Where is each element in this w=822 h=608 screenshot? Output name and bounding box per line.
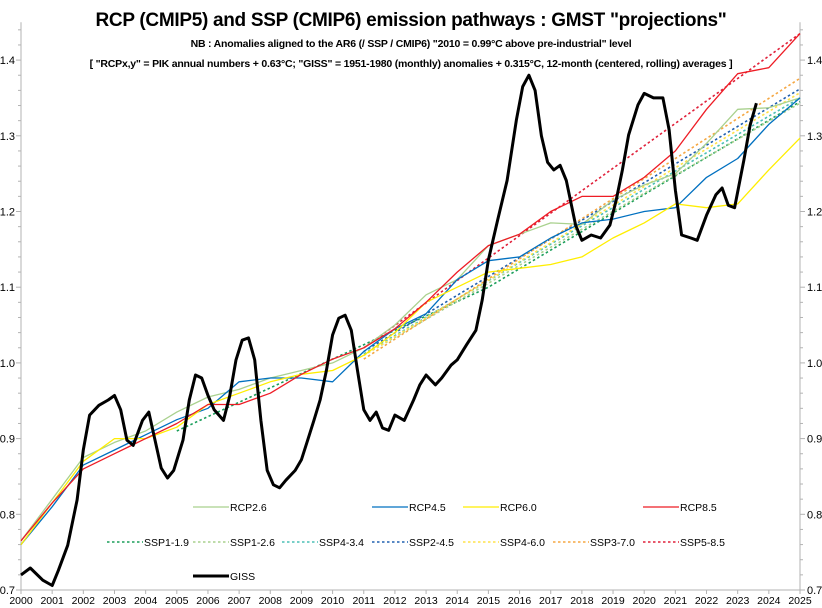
y-tick-label-right: 0.9 [807, 434, 822, 446]
chart-note: [ "RCPx,y" = PIK annual numbers + 0.63°C… [89, 58, 733, 70]
x-tick-label: 2001 [40, 595, 64, 607]
legend-label-ssp1-2-6: SSP1-2.6 [230, 537, 275, 549]
y-tick-label-left: 0.9 [0, 434, 15, 446]
x-tick-label: 2011 [352, 595, 375, 607]
series-line-ssp3-7-0 [363, 77, 801, 360]
chart-title: RCP (CMIP5) and SSP (CMIP6) emission pat… [95, 10, 727, 31]
y-tick-label-right: 1.0 [807, 358, 822, 370]
series-line-giss [20, 73, 758, 587]
x-tick-label: 2010 [321, 595, 345, 607]
legend-label-ssp4-3-4: SSP4-3.4 [319, 537, 364, 549]
x-tick-label: 2016 [508, 595, 532, 607]
y-tick-label-right: 1.3 [807, 131, 822, 143]
x-tick-label: 2009 [290, 595, 314, 607]
x-tick-label: 2007 [227, 595, 251, 607]
x-tick-label: 2005 [165, 595, 189, 607]
legend-label-ssp5-8-5: SSP5-8.5 [680, 537, 725, 549]
series-line-rcp8-5 [20, 33, 801, 542]
x-tick-label: 2014 [446, 595, 470, 607]
y-tick-label-left: 1.3 [0, 131, 15, 143]
x-tick-label: 2003 [103, 595, 127, 607]
series-lines [20, 32, 801, 587]
y-tick-label-left: 1.0 [0, 358, 15, 370]
series-line-ssp4-3-4 [363, 97, 801, 355]
legend-label-ssp4-6-0: SSP4-6.0 [500, 537, 545, 549]
x-tick-label: 2004 [134, 595, 158, 607]
x-tick-label: 2024 [757, 595, 781, 607]
y-tick-label-left: 1.4 [0, 55, 15, 67]
x-tick-label: 2021 [664, 595, 688, 607]
legend-label-rcp8-5: RCP8.5 [680, 502, 717, 514]
x-tick-label: 2006 [196, 595, 220, 607]
x-tick-label: 2017 [539, 595, 563, 607]
legend-label-ssp2-4-5: SSP2-4.5 [409, 537, 454, 549]
legend-label-ssp3-7-0: SSP3-7.0 [590, 537, 635, 549]
x-tick-label: 2008 [259, 595, 283, 607]
y-tick-label-right: 1.4 [807, 55, 822, 67]
y-tick-label-right: 1.1 [807, 282, 822, 294]
y-tick-label-left: 1.1 [0, 282, 15, 294]
chart-subtitle: NB : Anomalies aligned to the AR6 (/ SSP… [190, 38, 632, 50]
series-line-ssp2-4-5 [363, 88, 801, 353]
y-tick-label-left: 0.7 [0, 585, 15, 597]
y-tick-label-right: 0.7 [807, 585, 822, 597]
legend-label-rcp4-5: RCP4.5 [409, 502, 446, 514]
series-line-rcp6-0 [20, 137, 801, 545]
y-tick-label-left: 1.2 [0, 207, 15, 219]
x-tick-label: 2023 [726, 595, 750, 607]
x-tick-label: 2025 [788, 595, 812, 607]
x-tick-label: 2018 [570, 595, 594, 607]
y-tick-label-right: 1.2 [807, 207, 822, 219]
x-tick-label: 2002 [72, 595, 96, 607]
x-tick-label: 2012 [383, 595, 407, 607]
x-tick-label: 2015 [477, 595, 501, 607]
y-tick-label-right: 0.8 [807, 509, 822, 521]
legend-label-giss: GISS [230, 571, 255, 583]
x-tick-label: 2013 [414, 595, 438, 607]
series-line-rcp4-5 [20, 97, 801, 546]
y-tick-label-left: 0.8 [0, 509, 15, 521]
x-tick-label: 2019 [601, 595, 625, 607]
x-tick-label: 2020 [633, 595, 657, 607]
series-line-rcp2-6 [20, 97, 801, 542]
legend-label-rcp2-6: RCP2.6 [230, 502, 267, 514]
x-tick-label: 2000 [9, 595, 33, 607]
legend-label-rcp6-0: RCP6.0 [500, 502, 537, 514]
series-line-ssp1-2-6 [363, 102, 801, 356]
legend-label-ssp1-1-9: SSP1-1.9 [144, 537, 189, 549]
axes: 0.7 0.7 0.8 0.8 0.9 0.9 1.0 1.0 1.1 1.1 1.2 1.2 1.3 1… [0, 22, 822, 607]
x-tick-label: 2022 [695, 595, 719, 607]
legend: RCP2.6 RCP4.5 RCP6.0 RCP8.5 SSP1-1.9 SSP1-2.6… [107, 502, 725, 583]
